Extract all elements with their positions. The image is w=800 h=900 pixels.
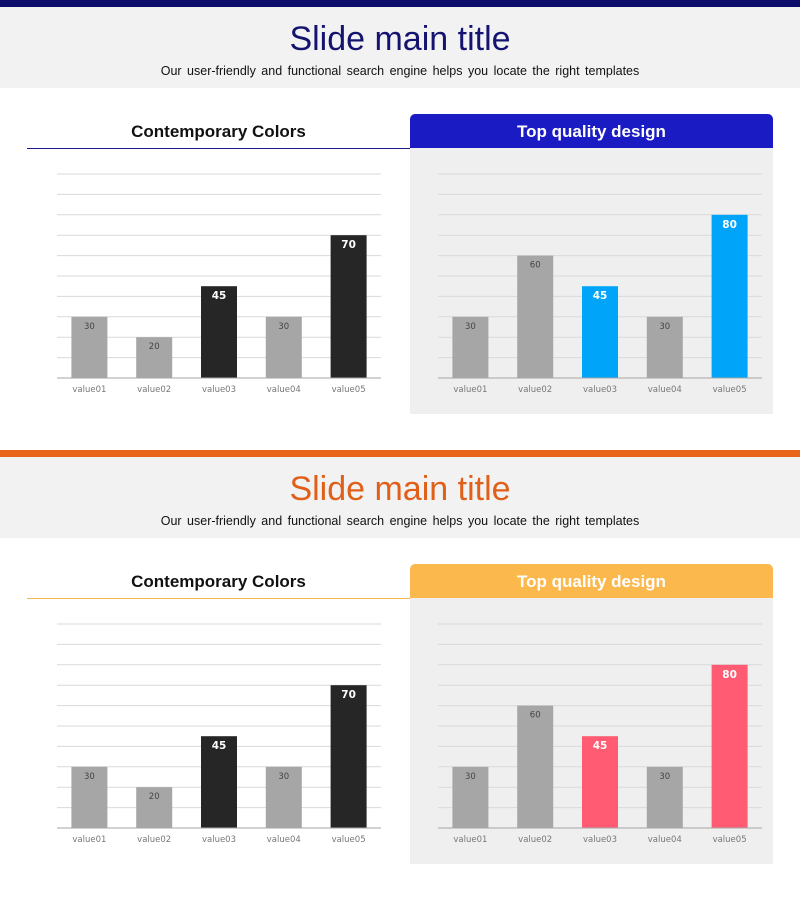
x-tick-label: value03 <box>202 835 236 845</box>
left-heading-underline <box>27 598 410 599</box>
bar-value02 <box>517 255 554 378</box>
x-tick-label: value01 <box>453 835 487 845</box>
bar-chart-top-quality-design: 30 value01 60 value02 45 value03 30 value04 80 va… <box>438 623 762 845</box>
bar-value04 <box>646 316 683 378</box>
x-tick-label: value02 <box>518 385 552 395</box>
bar-value03 <box>582 286 618 378</box>
bar-value02 <box>517 705 554 828</box>
bar-value-label: 80 <box>722 669 737 681</box>
bar-value03 <box>582 736 618 828</box>
x-tick-label: value02 <box>137 835 171 845</box>
slide-title: Slide main title <box>289 20 511 58</box>
x-tick-label: value02 <box>518 835 552 845</box>
bar-value-label: 70 <box>341 239 356 251</box>
x-tick-label: value05 <box>713 835 747 845</box>
bar-value-label: 60 <box>530 711 541 721</box>
bar-value-label: 45 <box>212 290 227 302</box>
left-heading-underline <box>27 148 410 149</box>
bar-value-label: 30 <box>84 322 95 332</box>
bar-value01 <box>71 316 108 378</box>
bar-value-label: 45 <box>593 740 608 752</box>
slide-2: Slide main title Our user-friendly and f… <box>0 450 800 900</box>
x-tick-label: value04 <box>648 835 682 845</box>
bar-value-label: 70 <box>341 689 356 701</box>
bar-chart-contemporary-colors: 30 value01 20 value02 45 value03 30 value04 70 va… <box>57 623 381 845</box>
bar-value04 <box>646 766 683 828</box>
slide-top-accent-bar <box>0 0 800 7</box>
bar-value01 <box>452 766 489 828</box>
bar-value-label: 45 <box>212 740 227 752</box>
bar-chart-top-quality-design: 30 value01 60 value02 45 value03 30 value04 80 va… <box>438 173 762 395</box>
x-tick-label: value01 <box>72 385 106 395</box>
slide-header: Slide main title Our user-friendly and f… <box>0 7 800 88</box>
right-chart-heading: Top quality design <box>410 564 773 598</box>
bar-value01 <box>452 316 489 378</box>
x-tick-label: value03 <box>202 385 236 395</box>
bar-value-label: 80 <box>722 219 737 231</box>
x-tick-label: value01 <box>72 835 106 845</box>
slide-title: Slide main title <box>289 470 511 508</box>
left-chart-heading: Contemporary Colors <box>131 572 306 591</box>
slide-subtitle: Our user-friendly and functional search … <box>160 514 640 528</box>
bar-value04 <box>265 316 302 378</box>
bar-value04 <box>265 766 302 828</box>
bar-value-label: 30 <box>659 322 670 332</box>
x-tick-label: value05 <box>713 385 747 395</box>
bar-value-label: 20 <box>149 792 160 802</box>
bar-value05 <box>711 214 748 378</box>
bar-value-label: 60 <box>530 261 541 271</box>
x-tick-label: value04 <box>267 835 301 845</box>
x-tick-label: value02 <box>137 385 171 395</box>
slide-subtitle: Our user-friendly and functional search … <box>160 64 640 78</box>
slide-top-accent-bar <box>0 450 800 457</box>
bar-value01 <box>71 766 108 828</box>
bar-value-label: 20 <box>149 342 160 352</box>
bar-value03 <box>201 736 237 828</box>
bar-value-label: 30 <box>278 322 289 332</box>
bar-value02 <box>136 337 173 378</box>
bar-value03 <box>201 286 237 378</box>
left-chart-heading: Contemporary Colors <box>131 122 306 141</box>
bar-value-label: 30 <box>659 772 670 782</box>
x-tick-label: value03 <box>583 835 617 845</box>
right-chart-heading: Top quality design <box>410 114 773 148</box>
x-tick-label: value05 <box>332 385 366 395</box>
bar-chart-contemporary-colors: 30 value01 20 value02 45 value03 30 value04 70 va… <box>57 173 381 395</box>
bar-value05 <box>330 235 367 378</box>
bar-value05 <box>711 664 748 828</box>
bar-value-label: 30 <box>278 772 289 782</box>
slide-1: Slide main title Our user-friendly and f… <box>0 0 800 414</box>
bar-value02 <box>136 787 173 828</box>
x-tick-label: value03 <box>583 385 617 395</box>
bar-value05 <box>330 685 367 828</box>
x-tick-label: value01 <box>453 385 487 395</box>
slide-header: Slide main title Our user-friendly and f… <box>0 457 800 538</box>
bar-value-label: 30 <box>84 772 95 782</box>
x-tick-label: value05 <box>332 835 366 845</box>
bar-value-label: 30 <box>465 772 476 782</box>
x-tick-label: value04 <box>648 385 682 395</box>
bar-value-label: 30 <box>465 322 476 332</box>
bar-value-label: 45 <box>593 290 608 302</box>
x-tick-label: value04 <box>267 385 301 395</box>
